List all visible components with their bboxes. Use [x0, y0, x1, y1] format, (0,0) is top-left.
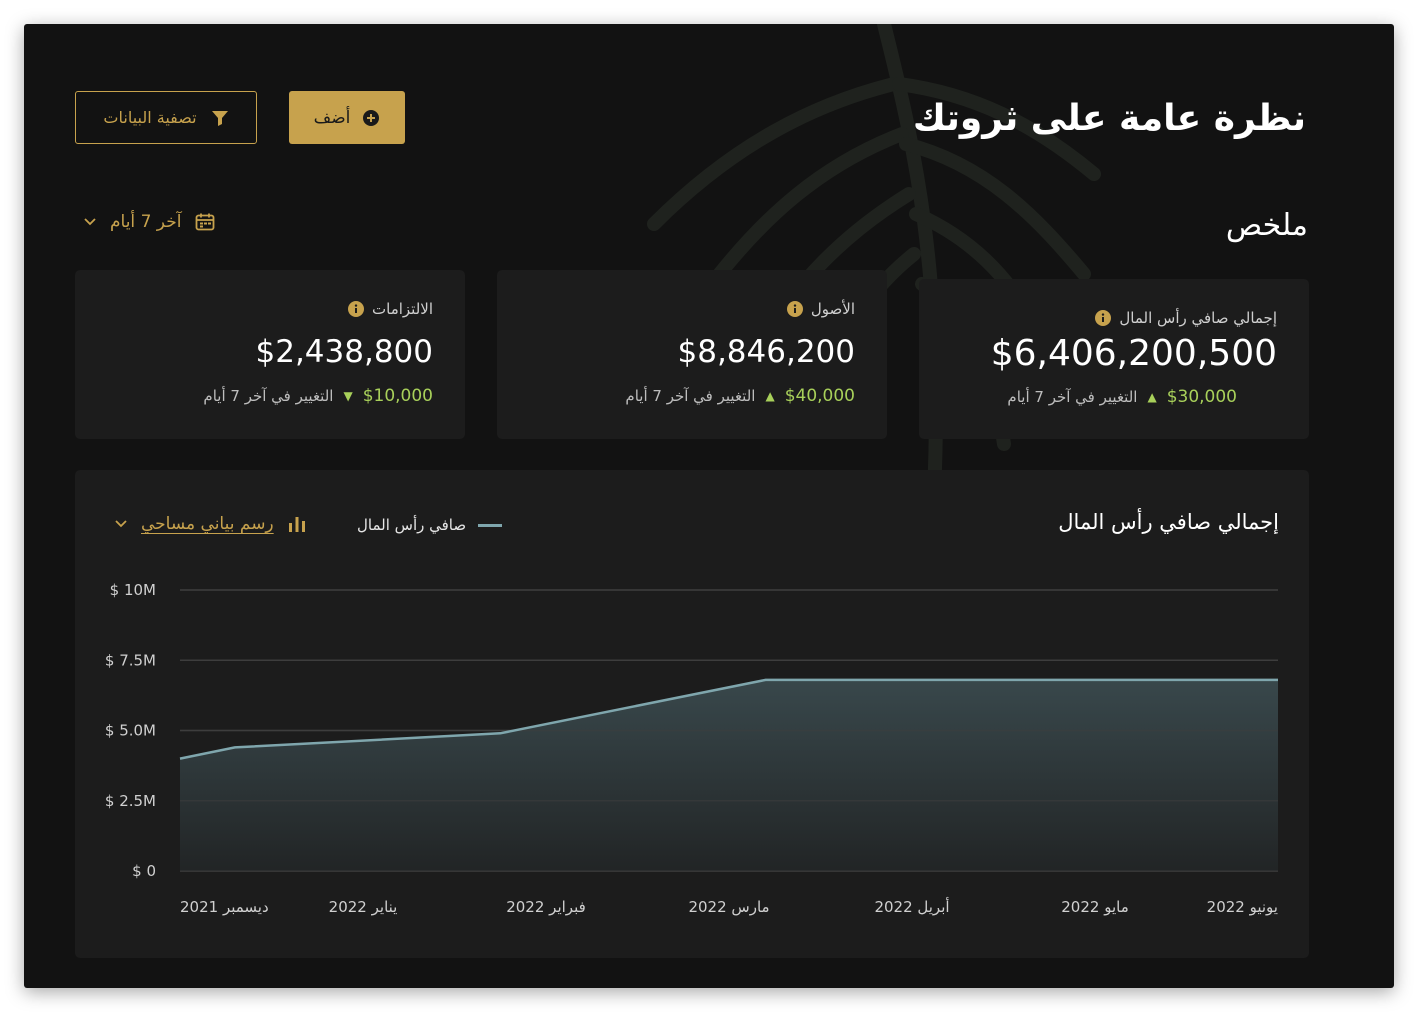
x-tick-label: فبراير 2022 [506, 898, 586, 916]
card-label: الأصول [810, 300, 855, 318]
chart-title: إجمالي صافي رأس المال [1058, 510, 1279, 534]
change-period: التغيير في آخر 7 أيام [1007, 388, 1138, 406]
down-triangle-icon: ▼ [343, 389, 353, 403]
y-tick-label: $ 0 [132, 862, 156, 880]
series-area [180, 679, 1278, 871]
card-change: التغيير في آخر 7 أيام ▲ $40,000 [625, 386, 855, 406]
info-icon[interactable] [1095, 310, 1112, 326]
filter-icon [211, 110, 228, 126]
change-delta: $40,000 [784, 386, 855, 406]
legend-label: صافي رأس المال [357, 516, 467, 534]
net-worth-area-chart: $ 0 $ 2.5M $ 5.0M $ 7.5M $ 10M ديسمبر 2021 ين… [105, 581, 1279, 916]
plus-circle-icon [363, 109, 380, 126]
y-tick-label: $ 5.0M [105, 722, 156, 740]
y-tick-label: $ 10M [110, 581, 156, 599]
card-change: التغيير في آخر 7 أيام ▲ $30,000 [1007, 387, 1237, 407]
page-title: نظرة عامة على ثروتك [912, 98, 1306, 139]
change-delta: $10,000 [362, 386, 433, 406]
card-value: $8,846,200 [677, 334, 856, 370]
chart-type-label: رسم بياني مساحي [141, 514, 274, 534]
chart-legend: صافي رأس المال [357, 516, 503, 534]
net-worth-chart-panel: إجمالي صافي رأس المال صافي رأس المال رسم… [75, 470, 1309, 958]
x-tick-label: مايو 2022 [1061, 898, 1128, 916]
card-change: التغيير في آخر 7 أيام ▼ $10,000 [203, 386, 433, 406]
add-button[interactable]: أضف [289, 91, 405, 144]
card-label: الالتزامات [372, 300, 433, 318]
filter-button-label: تصفية البيانات [103, 108, 197, 127]
x-tick-label: مارس 2022 [688, 898, 769, 916]
card-value: $6,406,200,500 [990, 333, 1277, 374]
change-delta: $30,000 [1166, 387, 1237, 407]
net-worth-card: إجمالي صافي رأس المال $6,406,200,500 الت… [919, 279, 1309, 439]
change-period: التغيير في آخر 7 أيام [203, 387, 334, 405]
card-value: $2,438,800 [255, 334, 434, 370]
info-icon[interactable] [786, 301, 803, 317]
liabilities-card: الالتزامات $2,438,800 التغيير في آخر 7 أ… [75, 270, 465, 439]
x-tick-label: أبريل 2022 [874, 897, 949, 916]
assets-card: الأصول $8,846,200 التغيير في آخر 7 أيام … [497, 270, 887, 439]
date-range-label: آخر 7 أيام [110, 212, 182, 232]
summary-title: ملخص [1225, 208, 1308, 243]
chevron-down-icon [115, 520, 127, 528]
date-range-select[interactable]: آخر 7 أيام [84, 208, 215, 236]
calendar-icon [196, 213, 215, 231]
y-tick-label: $ 7.5M [105, 651, 156, 669]
up-triangle-icon: ▲ [1147, 390, 1157, 404]
bar-chart-icon [288, 517, 305, 532]
add-button-label: أضف [313, 107, 351, 128]
chevron-down-icon [84, 218, 96, 226]
card-label: إجمالي صافي رأس المال [1119, 309, 1277, 327]
info-icon[interactable] [348, 301, 364, 317]
legend-swatch [478, 523, 503, 527]
series-line [179, 678, 1278, 760]
x-tick-label: يناير 2022 [329, 898, 398, 916]
x-tick-label: يونيو 2022 [1207, 898, 1278, 916]
app-window: نظرة عامة على ثروتك أضف تصفية البيانات م… [24, 24, 1394, 988]
y-tick-label: $ 2.5M [105, 792, 156, 810]
up-triangle-icon: ▲ [765, 389, 775, 403]
gridlines-overlay [180, 589, 1278, 872]
change-period: التغيير في آخر 7 أيام [625, 387, 756, 405]
chart-type-select[interactable]: رسم بياني مساحي [115, 514, 306, 534]
x-tick-label: ديسمبر 2021 [180, 898, 269, 916]
filter-data-button[interactable]: تصفية البيانات [75, 91, 257, 144]
